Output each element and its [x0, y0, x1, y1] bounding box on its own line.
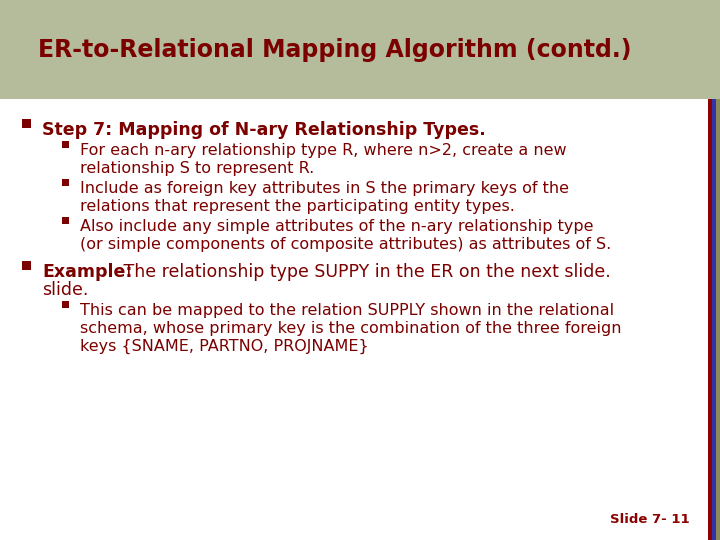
- Text: ER-to-Relational Mapping Algorithm (contd.): ER-to-Relational Mapping Algorithm (cont…: [38, 37, 631, 62]
- Text: (or simple components of composite attributes) as attributes of S.: (or simple components of composite attri…: [80, 237, 611, 252]
- Bar: [716, 99, 720, 540]
- Text: relationship S to represent R.: relationship S to represent R.: [80, 161, 314, 176]
- Text: This can be mapped to the relation SUPPLY shown in the relational: This can be mapped to the relation SUPPL…: [80, 303, 614, 318]
- Text: For each n-ary relationship type R, where n>2, create a new: For each n-ary relationship type R, wher…: [80, 143, 567, 158]
- Bar: [22, 261, 31, 270]
- FancyBboxPatch shape: [0, 0, 720, 99]
- Text: Step 7: Mapping of N-ary Relationship Types.: Step 7: Mapping of N-ary Relationship Ty…: [42, 121, 486, 139]
- Text: Example:: Example:: [42, 263, 132, 281]
- Bar: [62, 301, 69, 308]
- Text: Include as foreign key attributes in S the primary keys of the: Include as foreign key attributes in S t…: [80, 181, 569, 196]
- Text: slide.: slide.: [42, 281, 89, 299]
- Bar: [62, 217, 69, 224]
- Bar: [712, 99, 716, 540]
- Bar: [22, 119, 31, 128]
- Text: Also include any simple attributes of the n-ary relationship type: Also include any simple attributes of th…: [80, 219, 593, 234]
- Text: keys {SNAME, PARTNO, PROJNAME}: keys {SNAME, PARTNO, PROJNAME}: [80, 339, 369, 354]
- Text: schema, whose primary key is the combination of the three foreign: schema, whose primary key is the combina…: [80, 321, 621, 336]
- Bar: [62, 141, 69, 148]
- Bar: [62, 179, 69, 186]
- Text: relations that represent the participating entity types.: relations that represent the participati…: [80, 199, 515, 214]
- Text: The relationship type SUPPY in the ER on the next slide.: The relationship type SUPPY in the ER on…: [118, 263, 611, 281]
- Text: Slide 7- 11: Slide 7- 11: [611, 513, 690, 526]
- Bar: [708, 99, 712, 540]
